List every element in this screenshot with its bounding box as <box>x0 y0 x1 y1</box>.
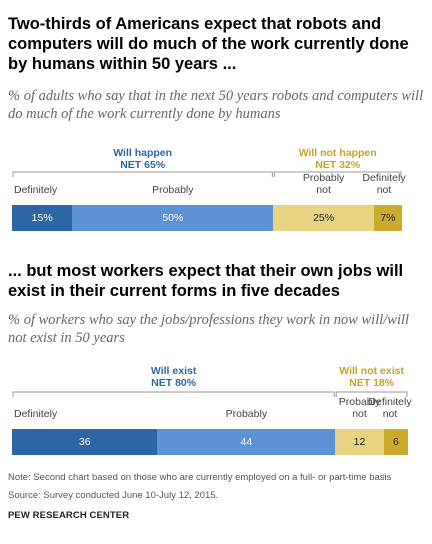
chart2-net-will-exist-label: Will exist <box>150 365 197 377</box>
chart1-bar-probably: 50% <box>72 205 274 231</box>
chart1-label-definitely-not: Definitely not <box>362 172 406 196</box>
chart2-net-will-not-exist: Will not exist NET 18% <box>317 365 427 389</box>
chart1-bar-definitely: 15% <box>12 205 73 231</box>
chart2-subtitle: % of workers who say the jobs/profession… <box>8 312 410 346</box>
chart1-net-will-not-happen: Will not happen NET 32% <box>283 147 393 171</box>
chart1-net-will-happen-value: NET 65% <box>120 159 166 171</box>
chart1: Will happen NET 65% Will not happen NET … <box>0 144 432 236</box>
chart2-value-probably-not: 12 <box>353 436 366 448</box>
chart1-bar-probably-not: 25% <box>273 205 374 231</box>
chart2-bar-probably-not: 12 <box>335 429 384 455</box>
chart1-value-probably-not: 25% <box>313 212 335 224</box>
chart2-bar-probably: 44 <box>157 429 336 455</box>
footer-note: Note: Second chart based on those who ar… <box>8 472 392 483</box>
chart1-label-probably-not: Probably not <box>302 172 345 196</box>
chart1-title: Two-thirds of Americans expect that robo… <box>8 15 409 73</box>
chart1-label-probably: Probably <box>152 184 194 196</box>
chart1-net-will-happen: Will happen NET 65% <box>88 147 198 171</box>
chart2-label-probably: Probably <box>225 408 268 420</box>
chart1-net-will-happen-label: Will happen <box>113 147 173 159</box>
chart1-label-definitely: Definitely <box>14 184 58 196</box>
chart2-value-probably: 44 <box>240 436 253 448</box>
chart2-net-will-not-exist-label: Will not exist <box>339 365 404 377</box>
chart2-label-definitely-not: Definitely not <box>368 396 412 420</box>
chart1-bar-definitely-not: 7% <box>373 205 402 231</box>
chart1-value-definitely: 15% <box>31 212 53 224</box>
chart1-net-brackets <box>12 171 402 177</box>
chart2-bar-definitely: 36 <box>12 429 158 455</box>
pew-brand: PEW RESEARCH CENTER <box>8 510 130 521</box>
chart2-label-probably-not: Probably not <box>338 396 381 420</box>
chart2-net-will-not-exist-value: NET 18% <box>349 377 395 389</box>
chart1-subtitle: % of adults who say that in the next 50 … <box>8 88 424 122</box>
chart2-net-brackets <box>12 391 408 397</box>
chart2: Will exist NET 80% Will not exist NET 18… <box>0 362 432 460</box>
chart2-value-definitely: 36 <box>78 436 91 448</box>
chart1-value-probably: 50% <box>162 212 184 224</box>
chart1-net-will-not-happen-label: Will not happen <box>298 147 377 159</box>
chart2-net-will-exist: Will exist NET 80% <box>119 365 229 389</box>
footer-source: Source: Survey conducted June 10-July 12… <box>8 490 219 501</box>
chart2-label-definitely: Definitely <box>14 408 58 420</box>
chart1-value-definitely-not: 7% <box>380 212 396 224</box>
chart2-title: ... but most workers expect that their o… <box>8 262 404 300</box>
chart2-net-will-exist-value: NET 80% <box>151 377 197 389</box>
chart1-net-will-not-happen-value: NET 32% <box>315 159 361 171</box>
chart2-bar-definitely-not: 6 <box>383 429 408 455</box>
chart2-value-definitely-not: 6 <box>392 436 399 448</box>
